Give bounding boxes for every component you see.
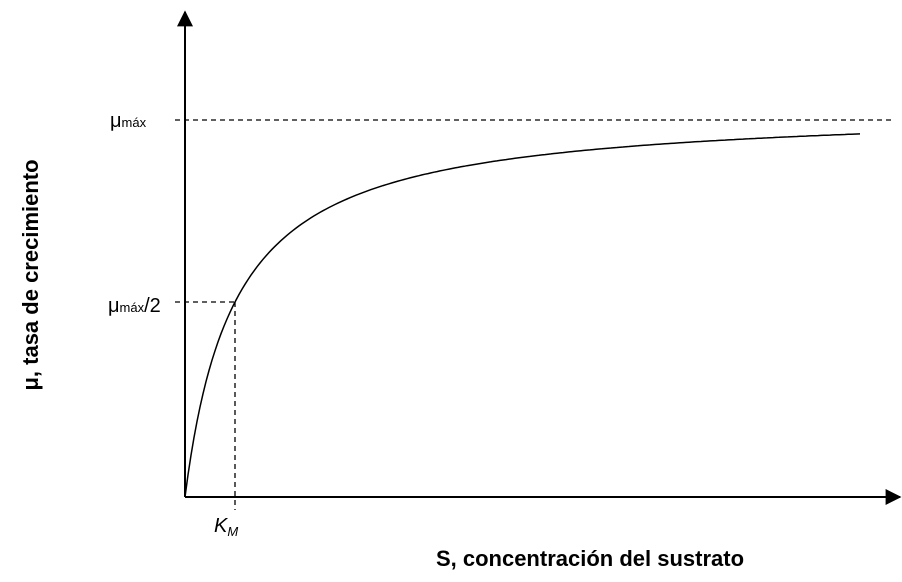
mu-half-label: μmáx/2	[108, 295, 161, 317]
km-label: KM	[214, 515, 238, 539]
monod-curve	[184, 133, 861, 498]
y-axis-title: μ, tasa de crecimiento	[18, 159, 43, 390]
x-axis-title: S, concentración del sustrato	[436, 546, 744, 571]
mu-max-label: μmáx	[110, 110, 147, 132]
